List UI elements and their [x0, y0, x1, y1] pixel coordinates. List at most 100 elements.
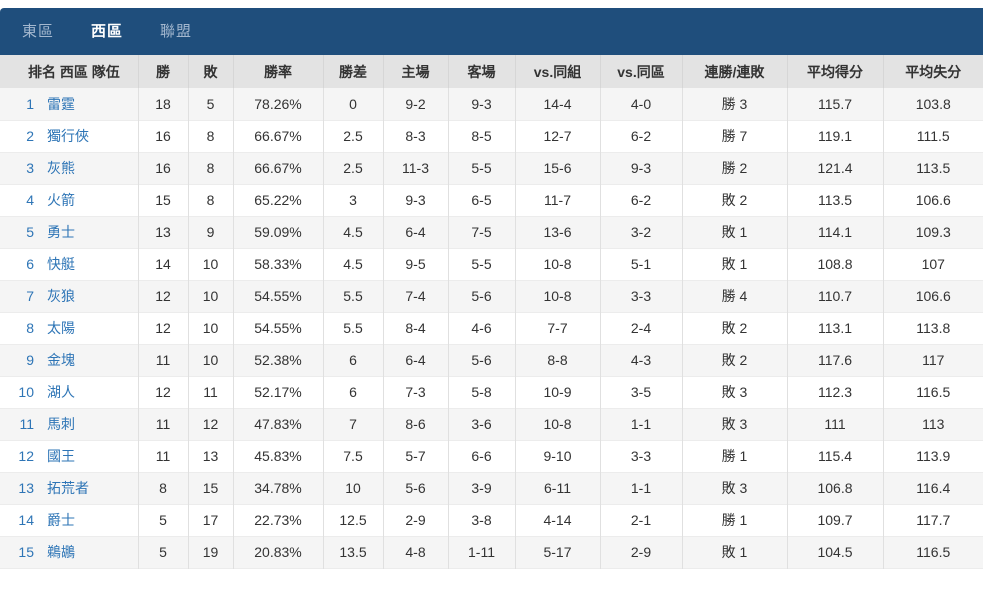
- cell-avg-pts: 113.1: [786, 312, 883, 344]
- cell-gb: 5.5: [322, 280, 383, 312]
- cell-home: 11-3: [382, 152, 448, 184]
- col-header-vs-group: vs.同組: [514, 55, 600, 88]
- cell-avg-pts-allowed: 117.7: [882, 504, 983, 536]
- cell-streak: 勝 1: [681, 504, 787, 536]
- team-link[interactable]: 拓荒者: [47, 480, 89, 496]
- team-rank: 8: [26, 320, 34, 336]
- team-link[interactable]: 湖人: [47, 384, 75, 400]
- cell-away: 6-6: [447, 440, 515, 472]
- cell-wins: 16: [137, 120, 188, 152]
- cell-vs-division: 6-2: [599, 184, 682, 216]
- cell-rank-team: 8 太陽: [0, 312, 138, 344]
- cell-streak: 勝 4: [681, 280, 787, 312]
- cell-vs-division: 3-3: [599, 280, 682, 312]
- cell-losses: 8: [187, 152, 233, 184]
- cell-avg-pts: 108.8: [786, 248, 883, 280]
- team-link[interactable]: 快艇: [47, 256, 75, 272]
- cell-rank-team: 10 湖人: [0, 376, 138, 408]
- cell-away: 1-11: [447, 536, 515, 568]
- cell-away: 9-3: [447, 88, 515, 120]
- col-header-vs-division: vs.同區: [599, 55, 682, 88]
- cell-rank-team: 11 馬刺: [0, 408, 138, 440]
- cell-gb: 0: [322, 88, 383, 120]
- team-link[interactable]: 灰狼: [47, 288, 75, 304]
- cell-vs-division: 1-1: [599, 408, 682, 440]
- cell-vs-group: 10-8: [514, 280, 600, 312]
- team-link[interactable]: 勇士: [47, 224, 75, 240]
- cell-vs-group: 10-9: [514, 376, 600, 408]
- cell-losses: 19: [187, 536, 233, 568]
- team-link[interactable]: 灰熊: [47, 160, 75, 176]
- cell-vs-group: 6-11: [514, 472, 600, 504]
- cell-streak: 勝 7: [681, 120, 787, 152]
- cell-pct: 54.55%: [232, 312, 323, 344]
- cell-avg-pts: 104.5: [786, 536, 883, 568]
- cell-gb: 2.5: [322, 152, 383, 184]
- cell-rank-team: 5 勇士: [0, 216, 138, 248]
- cell-avg-pts: 111: [786, 408, 883, 440]
- cell-wins: 13: [137, 216, 188, 248]
- team-rank: 7: [26, 288, 34, 304]
- cell-avg-pts-allowed: 113.5: [882, 152, 983, 184]
- team-rank: 3: [26, 160, 34, 176]
- cell-pct: 78.26%: [232, 88, 323, 120]
- cell-home: 4-8: [382, 536, 448, 568]
- team-rank: 13: [18, 480, 34, 496]
- standings-row: 8 太陽 12 10 54.55% 5.5 8-4 4-6 7-7 2-4 敗 2 113.1 113.…: [0, 312, 983, 344]
- col-header-streak: 連勝/連敗: [681, 55, 787, 88]
- cell-gb: 6: [322, 376, 383, 408]
- cell-pct: 45.83%: [232, 440, 323, 472]
- cell-wins: 5: [137, 504, 188, 536]
- cell-losses: 8: [187, 120, 233, 152]
- team-link[interactable]: 馬刺: [47, 416, 75, 432]
- team-link[interactable]: 獨行俠: [47, 128, 89, 144]
- cell-gb: 3: [322, 184, 383, 216]
- cell-avg-pts-allowed: 107: [882, 248, 983, 280]
- cell-wins: 5: [137, 536, 188, 568]
- col-header-wins: 勝: [137, 55, 188, 88]
- cell-streak: 敗 2: [681, 184, 787, 216]
- cell-vs-group: 9-10: [514, 440, 600, 472]
- tab-league[interactable]: 聯盟: [160, 23, 193, 40]
- tab-east[interactable]: 東區: [22, 23, 55, 40]
- cell-wins: 16: [137, 152, 188, 184]
- team-link[interactable]: 爵士: [47, 512, 75, 528]
- team-rank: 6: [26, 256, 34, 272]
- standings-page: 東區 西區 聯盟 排名 西區 隊伍 勝 敗 勝率 勝差 主場 客場 vs.同組 …: [0, 8, 983, 569]
- team-link[interactable]: 鵜鶘: [47, 544, 75, 560]
- tab-west[interactable]: 西區: [91, 23, 124, 40]
- cell-avg-pts: 106.8: [786, 472, 883, 504]
- cell-streak: 敗 2: [681, 312, 787, 344]
- cell-avg-pts-allowed: 117: [882, 344, 983, 376]
- cell-rank-team: 6 快艇: [0, 248, 138, 280]
- cell-vs-group: 14-4: [514, 88, 600, 120]
- cell-gb: 4.5: [322, 248, 383, 280]
- team-rank: 5: [26, 224, 34, 240]
- cell-losses: 15: [187, 472, 233, 504]
- team-link[interactable]: 國王: [47, 448, 75, 464]
- standings-row: 2 獨行俠 16 8 66.67% 2.5 8-3 8-5 12-7 6-2 勝 7 119.1 111…: [0, 120, 983, 152]
- cell-away: 5-8: [447, 376, 515, 408]
- cell-vs-division: 1-1: [599, 472, 682, 504]
- cell-away: 6-5: [447, 184, 515, 216]
- team-link[interactable]: 火箭: [47, 192, 75, 208]
- standings-table: 排名 西區 隊伍 勝 敗 勝率 勝差 主場 客場 vs.同組 vs.同區 連勝/…: [0, 55, 983, 569]
- cell-losses: 10: [187, 344, 233, 376]
- team-rank: 11: [19, 416, 34, 432]
- cell-away: 7-5: [447, 216, 515, 248]
- cell-pct: 66.67%: [232, 120, 323, 152]
- cell-streak: 敗 3: [681, 472, 787, 504]
- team-link[interactable]: 太陽: [47, 320, 75, 336]
- cell-vs-division: 3-2: [599, 216, 682, 248]
- cell-gb: 7.5: [322, 440, 383, 472]
- cell-vs-division: 2-1: [599, 504, 682, 536]
- cell-pct: 65.22%: [232, 184, 323, 216]
- cell-wins: 12: [137, 280, 188, 312]
- table-header: 排名 西區 隊伍 勝 敗 勝率 勝差 主場 客場 vs.同組 vs.同區 連勝/…: [0, 55, 983, 88]
- cell-rank-team: 14 爵士: [0, 504, 138, 536]
- cell-pct: 59.09%: [232, 216, 323, 248]
- cell-avg-pts: 119.1: [786, 120, 883, 152]
- team-link[interactable]: 金塊: [47, 352, 75, 368]
- team-link[interactable]: 雷霆: [47, 95, 75, 112]
- cell-home: 7-3: [382, 376, 448, 408]
